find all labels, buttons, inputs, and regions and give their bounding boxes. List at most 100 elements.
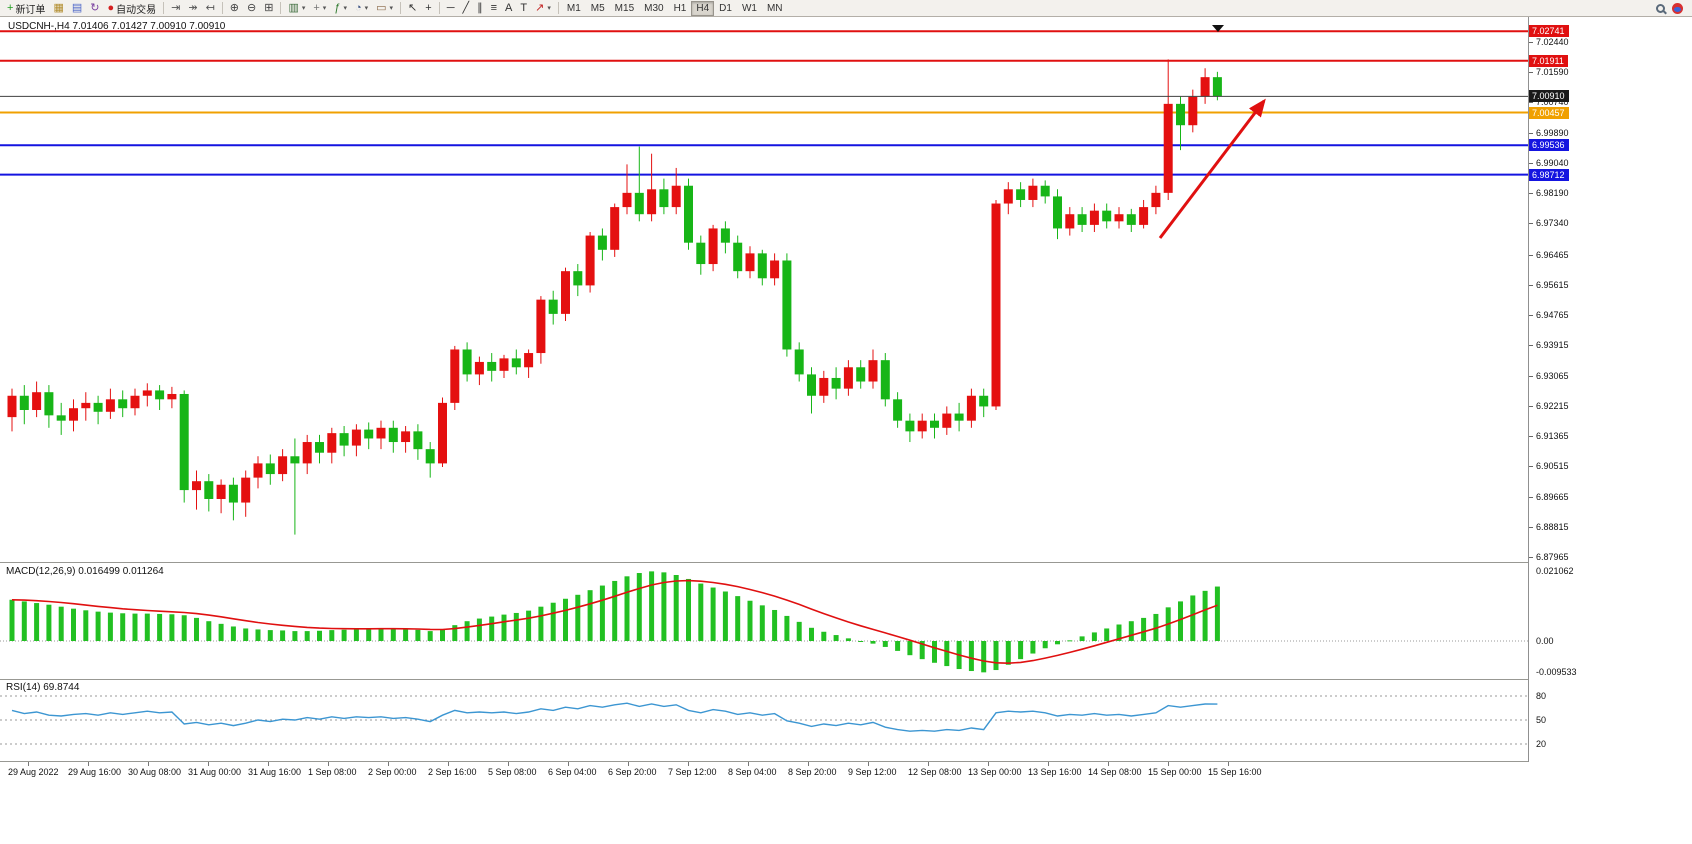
candle[interactable] [425,442,435,478]
candle[interactable] [450,345,460,410]
new-order-button[interactable]: + 新订单 [3,1,49,16]
candle[interactable] [1139,199,1149,229]
candle[interactable] [720,221,730,254]
candle[interactable] [155,385,165,410]
trendline-button[interactable]: ╱ [459,1,474,16]
marker-triangle[interactable] [1212,25,1224,32]
timeframe-w1-button[interactable]: W1 [741,2,757,14]
arrows-button[interactable]: ↗ ▾ [531,1,555,16]
candle[interactable] [942,406,952,435]
horizontal-lines[interactable] [0,30,1528,176]
zoom-out-button[interactable]: ⊖ [243,1,260,16]
objects-button[interactable]: + ▾ [309,1,330,16]
candle[interactable] [757,249,767,286]
candle[interactable] [179,390,189,503]
candle[interactable] [327,427,337,464]
candle[interactable] [893,392,903,428]
objects-dropdown-icon[interactable]: ▾ [322,5,327,12]
candle[interactable] [32,381,42,418]
candle[interactable] [1126,208,1136,233]
candle[interactable] [56,402,66,435]
candle[interactable] [782,253,792,357]
timeframe-mn-button[interactable]: MN [766,2,783,14]
macd-panel-splitter[interactable] [0,562,1692,563]
candle[interactable] [7,388,17,432]
candle[interactable] [819,370,829,403]
candle[interactable] [979,388,989,418]
candle[interactable] [597,228,607,261]
candle[interactable] [1176,96,1185,151]
horizontal-line-button[interactable]: ─ [443,1,459,16]
indicators-dropdown-icon[interactable]: ▾ [343,5,347,12]
auto-trading-button[interactable]: ● 自动交易 [103,1,160,16]
candle[interactable] [1040,180,1050,204]
rsi-panel-splitter[interactable] [0,679,1692,680]
cursor-button[interactable]: ↖ [404,1,421,16]
candle[interactable] [634,146,644,222]
candle[interactable] [745,246,755,279]
candle[interactable] [93,395,103,425]
timeframe-m30-button[interactable]: M30 [644,2,664,14]
candle[interactable] [69,399,78,432]
candle[interactable] [487,353,497,382]
chart-shift-button[interactable]: ↤ [202,1,219,16]
candle[interactable] [511,349,521,375]
candle[interactable] [868,349,878,389]
time-axis[interactable]: 29 Aug 2022 29 Aug 16:00 30 Aug 08:00 31 Au… [0,762,1692,782]
templates-dropdown-icon[interactable]: ▾ [389,5,394,12]
candle[interactable] [1200,68,1210,104]
candle[interactable] [1163,59,1173,200]
candle[interactable] [105,388,115,419]
candle[interactable] [1077,207,1087,233]
timeframe-m15-button[interactable]: M15 [614,2,635,14]
candle[interactable] [573,264,583,297]
candle[interactable] [561,267,570,322]
candle[interactable] [302,434,312,475]
timeframe-m5-button[interactable]: M5 [590,2,605,14]
candle[interactable] [438,397,447,467]
timeframe-m1-button[interactable]: M1 [566,2,581,14]
candle[interactable] [228,477,238,521]
candle[interactable] [880,353,890,407]
candle[interactable] [659,178,669,215]
candle[interactable] [794,342,804,382]
periods-button[interactable]: ◔ ▾ [351,1,372,16]
timeframe-h4-button[interactable]: H4 [691,0,715,16]
candle[interactable] [696,235,706,275]
candle[interactable] [684,178,693,250]
candlestick-series[interactable] [7,59,1222,535]
candle[interactable] [954,402,964,432]
candle[interactable] [290,438,300,535]
search-icon[interactable] [1656,3,1665,13]
chart-type-dropdown-icon[interactable]: ▾ [301,5,306,12]
candle[interactable] [1053,189,1062,240]
candle[interactable] [81,392,91,421]
refresh-button[interactable]: ↻ [86,1,103,16]
fibonacci-button[interactable]: ≡ [487,1,501,16]
indicators-button[interactable]: ƒ ▾ [330,1,351,16]
candle[interactable] [44,385,54,428]
text-label-button[interactable]: T [516,1,531,16]
candle[interactable] [167,386,177,409]
candle[interactable] [192,470,201,510]
community-icon[interactable] [1672,2,1683,14]
chart-canvas[interactable] [0,17,1528,762]
candle[interactable] [930,413,939,439]
candle[interactable] [1102,203,1112,229]
candle[interactable] [585,232,595,293]
candle[interactable] [388,420,398,453]
candle[interactable] [253,456,263,489]
candle[interactable] [413,424,423,460]
zoom-in-button[interactable]: ⊕ [226,1,243,16]
candle[interactable] [807,367,816,414]
candle[interactable] [622,164,632,215]
templates-button[interactable]: ▭ ▾ [372,1,397,16]
text-button[interactable]: A [501,1,516,16]
candle[interactable] [548,290,558,325]
equidistant-channel-button[interactable]: ∥ [473,1,487,16]
candle[interactable] [204,474,214,512]
candle[interactable] [1065,207,1075,236]
scroll-to-end-button[interactable]: ⇥ [167,1,184,16]
candle[interactable] [499,354,509,378]
candle[interactable] [1003,182,1013,215]
